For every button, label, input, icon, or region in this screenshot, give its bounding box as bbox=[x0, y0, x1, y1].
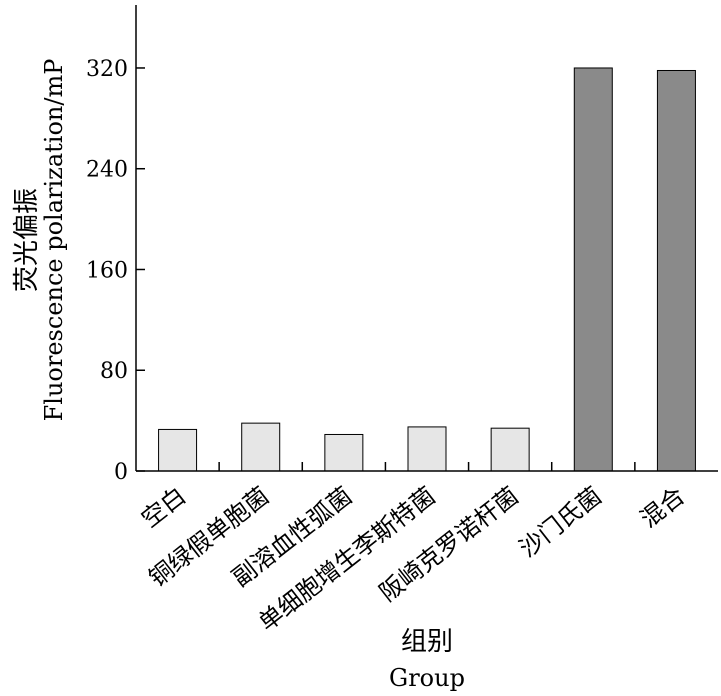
y-axis-title: Fluorescence polarization/mP bbox=[40, 59, 68, 422]
x-tick-label: 空白 bbox=[136, 482, 191, 534]
bar bbox=[407, 426, 447, 472]
x-tick-label: 阪崎克罗诺杆菌 bbox=[374, 482, 524, 607]
bar bbox=[573, 67, 613, 472]
x-axis-title-chinese: 组别 bbox=[401, 627, 453, 657]
bar bbox=[490, 427, 530, 472]
y-tick-label: 0 bbox=[114, 460, 128, 485]
bar bbox=[656, 69, 696, 472]
x-tick-label: 沙门氏菌 bbox=[514, 482, 607, 563]
y-tick-label: 80 bbox=[100, 359, 128, 384]
bars-group bbox=[158, 67, 696, 472]
y-axis: 0 80 160 240 320 bbox=[86, 5, 145, 485]
bar bbox=[324, 433, 364, 472]
x-axis-title: Group bbox=[389, 664, 465, 692]
y-tick-label: 240 bbox=[86, 158, 128, 183]
y-axis-title-chinese: 荧光偏振 bbox=[12, 188, 42, 292]
x-tick-label: 混合 bbox=[635, 482, 690, 534]
y-tick-label: 160 bbox=[86, 258, 128, 283]
y-tick-label: 320 bbox=[86, 57, 128, 82]
bar bbox=[241, 422, 281, 472]
bar bbox=[158, 428, 198, 472]
